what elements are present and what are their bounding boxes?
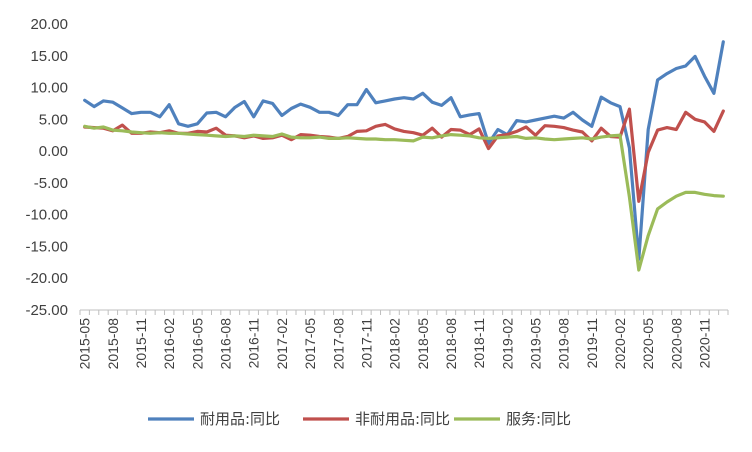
x-tick-label: 2019-02 <box>499 318 515 370</box>
x-tick-label: 2019-05 <box>527 318 543 370</box>
y-tick-label: 10.00 <box>30 80 68 97</box>
series-line-1 <box>83 40 725 261</box>
x-tick-label: 2020-11 <box>697 318 713 369</box>
y-tick-label: -10.00 <box>25 207 68 224</box>
legend: 耐用品:同比 非耐用品:同比 服务:同比 <box>148 410 571 428</box>
y-tick-label: -15.00 <box>25 238 68 255</box>
legend-label: 服务:同比 <box>506 410 571 428</box>
x-tick-label: 2017-05 <box>302 318 318 370</box>
y-tick-label: -25.00 <box>25 302 68 319</box>
y-tick-label: 15.00 <box>30 48 68 65</box>
x-tick-label: 2020-02 <box>612 318 628 370</box>
series-lines <box>83 40 725 272</box>
x-axis: 2015-05 2015-08 2015-11 2016-02 2016-05 2016-… <box>77 309 729 370</box>
x-tick-label: 2015-11 <box>133 318 149 369</box>
x-tick-label: 2016-05 <box>189 318 205 370</box>
legend-label: 耐用品:同比 <box>200 410 280 428</box>
x-tick-label: 2020-05 <box>640 318 656 370</box>
x-tick-label: 2016-02 <box>161 318 177 370</box>
y-tick-label: -20.00 <box>25 270 68 287</box>
y-tick-label: 5.00 <box>39 111 68 128</box>
x-tick-label: 2015-05 <box>77 318 93 370</box>
x-tick-label: 2017-08 <box>330 318 346 370</box>
y-tick-label: -5.00 <box>34 175 68 192</box>
x-tick-label: 2016-08 <box>218 318 234 370</box>
x-tick-label: 2019-08 <box>556 318 572 370</box>
x-tick-label: 2017-02 <box>274 318 290 370</box>
x-tick-label: 2016-11 <box>246 318 262 369</box>
y-tick-label: 20.00 <box>30 16 68 33</box>
x-tick-label: 2017-11 <box>358 318 374 369</box>
x-tick-label: 2015-08 <box>105 318 121 370</box>
x-tick-label: 2018-02 <box>387 318 403 370</box>
x-tick-label: 2018-05 <box>415 318 431 370</box>
legend-label: 非耐用品:同比 <box>355 410 450 428</box>
series-line-3 <box>83 124 725 272</box>
y-axis-ticks: 20.00 15.00 10.00 5.00 0.00 -5.00 -10.00 -15.00… <box>25 16 68 319</box>
x-tick-label: 2019-11 <box>584 318 600 369</box>
y-tick-label: 0.00 <box>39 143 68 160</box>
x-tick-label: 2020-08 <box>668 318 684 370</box>
x-tick-label: 2018-08 <box>443 318 459 370</box>
x-tick-label: 2018-11 <box>471 318 487 369</box>
